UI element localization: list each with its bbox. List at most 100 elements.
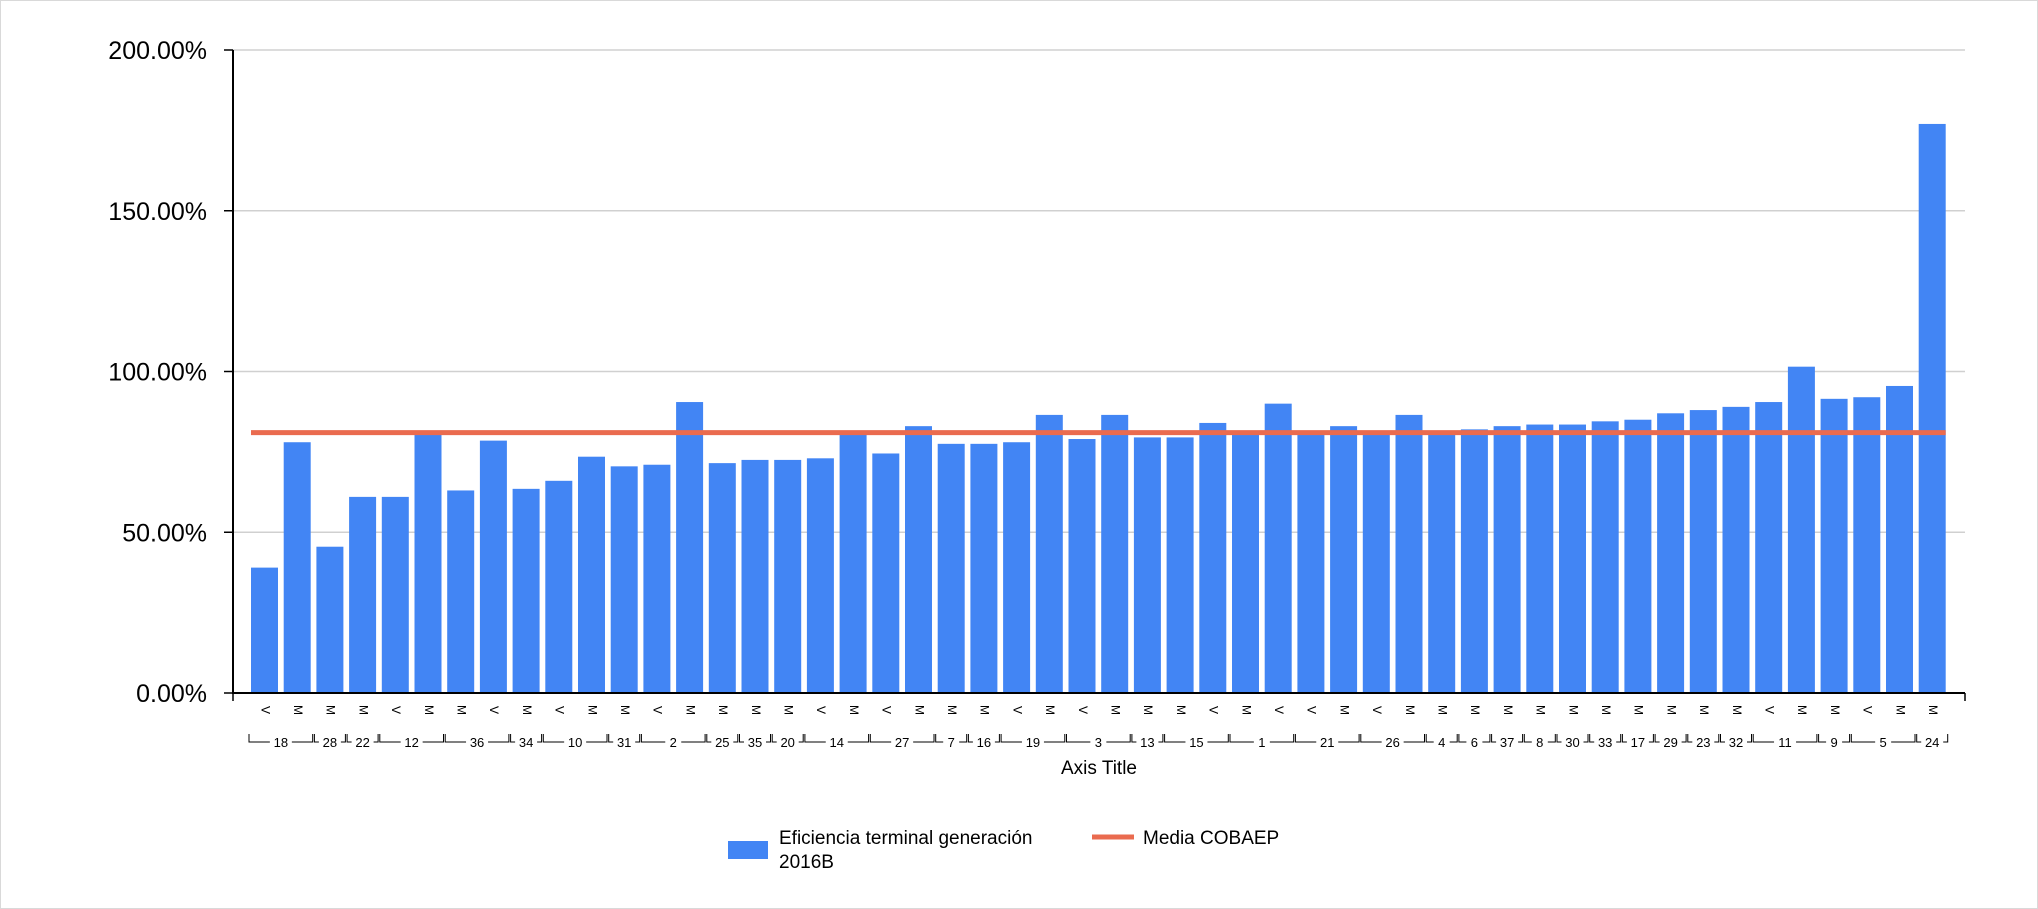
x-sub-label: M	[1337, 705, 1351, 715]
x-group-bracket	[1687, 734, 1693, 743]
x-group-label: 12	[404, 735, 418, 750]
x-group-bracket	[804, 734, 826, 743]
x-group-bracket	[608, 734, 614, 743]
y-tick-label: 200.00%	[108, 37, 207, 65]
x-group-label: 2	[670, 735, 677, 750]
x-group-bracket	[766, 734, 771, 743]
x-sub-label: M	[1534, 705, 1548, 715]
x-group-label: 36	[470, 735, 484, 750]
x-sub-label: M	[749, 705, 763, 715]
x-group-label: 9	[1830, 735, 1837, 750]
x-sub-label: M	[1926, 705, 1940, 715]
x-sub-label: M	[683, 705, 697, 715]
x-group-bracket	[640, 734, 666, 743]
x-group-bracket	[798, 734, 804, 743]
x-group-label: 8	[1536, 735, 1543, 750]
x-group-bracket	[771, 734, 777, 743]
x-group-label: 11	[1778, 735, 1792, 750]
x-group-bracket	[340, 734, 346, 743]
bar	[937, 443, 965, 693]
x-group-bracket	[1556, 734, 1562, 743]
x-group-bracket	[1338, 734, 1360, 743]
x-group-bracket	[1621, 734, 1627, 743]
bar	[1493, 426, 1521, 693]
x-group-bracket	[847, 734, 870, 743]
x-group-bracket	[1491, 734, 1497, 743]
x-sub-label: M	[1566, 705, 1580, 715]
x-sub-label: M	[1795, 705, 1809, 715]
bar	[1526, 424, 1554, 693]
x-group-label: 4	[1438, 735, 1445, 750]
x-group-label: 25	[715, 735, 729, 750]
x-group-label: 13	[1140, 735, 1154, 750]
x-group-bracket	[739, 734, 744, 743]
x-group-label: 31	[617, 735, 631, 750]
x-group-label: 37	[1500, 735, 1514, 750]
x-group-bracket	[733, 734, 739, 743]
bar	[512, 488, 540, 693]
bar	[1264, 403, 1292, 693]
bar	[1428, 430, 1456, 693]
x-sub-label: M	[1664, 705, 1678, 715]
x-group-bracket	[1000, 734, 1022, 743]
x-group-label: 21	[1320, 735, 1334, 750]
bar	[1460, 429, 1488, 693]
legend-line: 2016B	[779, 852, 834, 873]
x-group-bracket	[1164, 734, 1186, 743]
x-group-bracket	[1747, 734, 1752, 743]
bar	[251, 567, 278, 693]
bar	[1591, 421, 1619, 693]
x-group-bracket	[537, 734, 543, 743]
x-group-bracket	[1752, 734, 1775, 743]
bar	[349, 496, 377, 693]
x-group-bracket	[1158, 734, 1164, 743]
x-sub-label: M	[912, 705, 926, 715]
bar	[1297, 430, 1325, 693]
x-group-label: 27	[895, 735, 909, 750]
x-sub-label: M	[1436, 705, 1450, 715]
bar	[381, 496, 409, 693]
x-group-bracket	[1066, 734, 1091, 743]
bar	[1787, 366, 1815, 693]
x-group-label: 34	[519, 735, 533, 750]
x-group-bracket	[1616, 734, 1622, 743]
x-group-bracket	[510, 734, 516, 743]
bar	[1624, 419, 1652, 693]
x-axis-title: Axis Title	[1061, 758, 1137, 779]
bar	[1853, 397, 1881, 693]
x-group-label: 29	[1663, 735, 1677, 750]
x-group-label: 7	[948, 735, 955, 750]
x-group-bracket	[1547, 734, 1556, 743]
bar	[283, 442, 311, 693]
x-group-bracket	[1648, 734, 1654, 743]
bar	[643, 464, 671, 693]
x-group-label: 14	[830, 735, 844, 750]
bar	[578, 456, 605, 693]
bar	[1133, 437, 1161, 693]
x-sub-label: V	[553, 706, 567, 714]
x-sub-label: V	[1272, 706, 1286, 714]
x-sub-label: M	[1632, 705, 1646, 715]
bar	[905, 426, 932, 693]
x-group-bracket	[635, 734, 641, 743]
x-group-label: 22	[355, 735, 369, 750]
x-group-bracket	[1589, 734, 1595, 743]
bar	[806, 458, 834, 693]
bar	[1166, 437, 1194, 693]
y-tick-label: 150.00%	[108, 198, 207, 226]
x-group-bracket	[1681, 734, 1687, 743]
legend-label-eficiencia: Eficiencia terminal generación 2016B	[779, 828, 1032, 873]
legend-line: Eficiencia terminal generación	[779, 828, 1032, 849]
x-group-bracket	[1360, 734, 1382, 743]
bar	[1035, 414, 1063, 693]
x-group-bracket	[1818, 734, 1827, 743]
x-sub-label: V	[1010, 706, 1024, 714]
x-sub-label: V	[651, 706, 665, 714]
bar	[414, 432, 442, 693]
x-group-bracket	[681, 734, 706, 743]
x-sub-label: M	[520, 705, 534, 715]
x-group-bracket	[1518, 734, 1524, 743]
x-group-bracket	[1796, 734, 1818, 743]
x-sub-label: M	[1828, 705, 1842, 715]
